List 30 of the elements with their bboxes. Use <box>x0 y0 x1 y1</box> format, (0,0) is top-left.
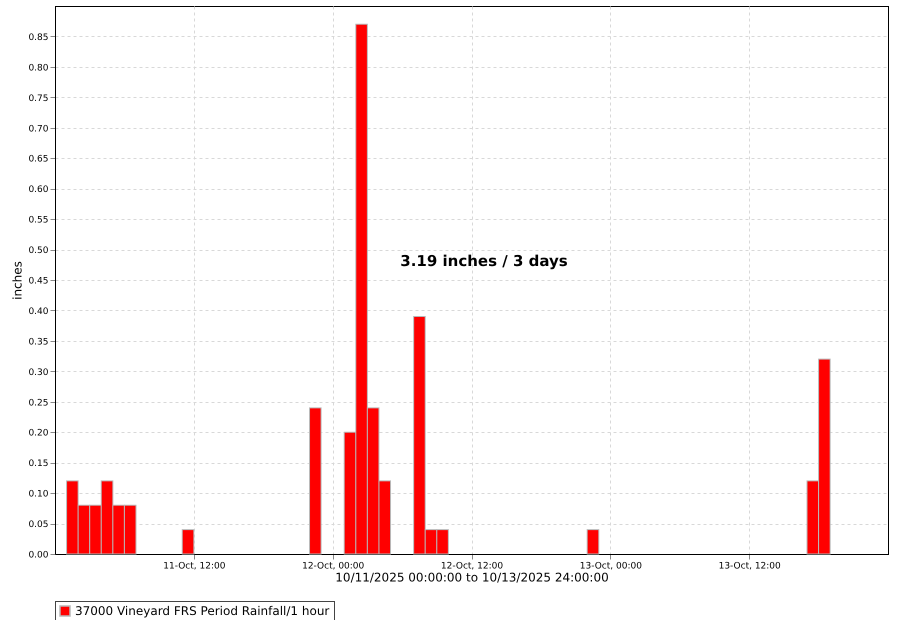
bar <box>182 529 194 554</box>
annotation: 3.19 inches / 3 days <box>400 252 568 270</box>
y-tick-label: 0.00 <box>28 550 49 560</box>
y-tick-label: 0.40 <box>28 306 49 317</box>
y-tick-label: 0.30 <box>28 368 49 378</box>
x-tick-label: 11-Oct, 12:00 <box>163 562 226 572</box>
y-tick-label: 0.75 <box>28 94 48 104</box>
y-tick-label: 0.20 <box>28 428 49 439</box>
y-tick-label: 0.55 <box>28 216 48 226</box>
x-tick-label: 12-Oct, 12:00 <box>440 562 504 572</box>
x-tick-label: 12-Oct, 00:00 <box>302 562 365 572</box>
y-axis-title: inches <box>10 261 24 300</box>
bar <box>309 407 322 554</box>
y-tick-label: 0.05 <box>28 520 48 530</box>
y-tick-label: 0.80 <box>28 63 49 74</box>
x-tick-label: 13-Oct, 00:00 <box>580 562 642 572</box>
y-tick-label: 0.85 <box>28 32 48 43</box>
y-tick-label: 0.60 <box>28 185 49 196</box>
y-tick-label: 0.45 <box>28 276 48 286</box>
y-tick-label: 0.50 <box>28 246 49 256</box>
y-tick-label: 0.10 <box>28 490 49 500</box>
legend-label: 37000 Vineyard FRS Period Rainfall/1 hour <box>75 604 330 618</box>
y-tick-label: 0.15 <box>28 459 48 470</box>
y-tick-label: 0.35 <box>28 337 48 348</box>
x-axis-title: 10/11/2025 00:00:00 to 10/13/2025 24:00:00 <box>335 570 609 584</box>
y-tick-label: 0.65 <box>28 154 48 165</box>
bar <box>586 529 600 554</box>
y-tick-label: 0.70 <box>28 124 49 134</box>
y-tick-label: 0.25 <box>28 398 48 408</box>
x-tick-label: 13-Oct, 12:00 <box>718 562 782 572</box>
